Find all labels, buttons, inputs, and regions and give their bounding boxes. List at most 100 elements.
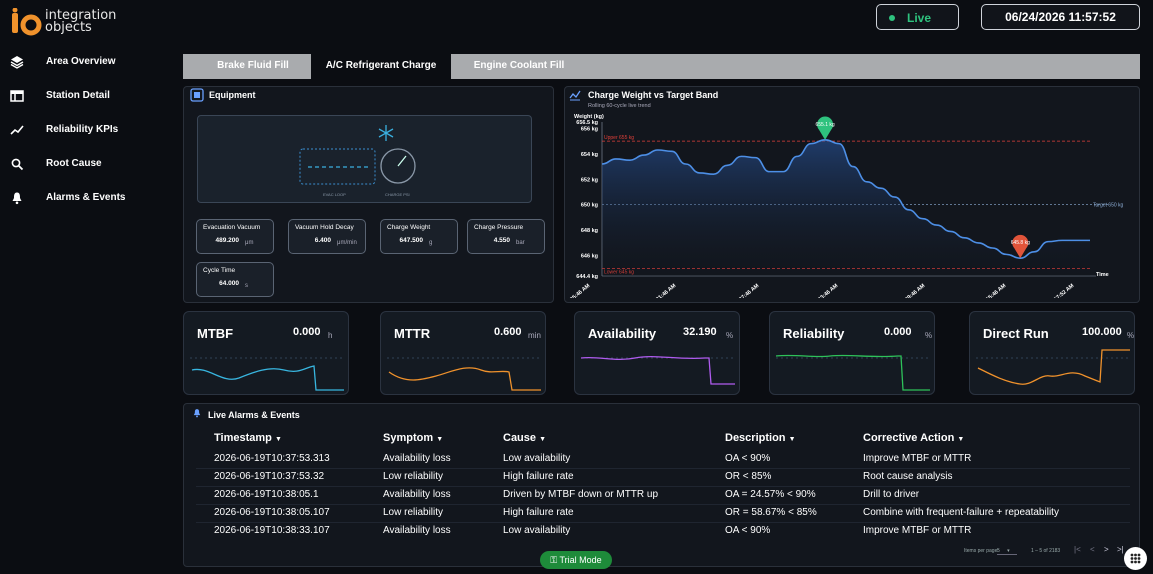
evac-loop-label: EVAC LOOP xyxy=(323,192,346,197)
chart-trend-icon xyxy=(569,90,581,101)
metric-cycle-time: Cycle Time 64.000 s xyxy=(196,262,274,297)
equipment-icon xyxy=(190,88,204,102)
kpi-value: 0.600 xyxy=(494,326,522,338)
table-cell: Availability loss xyxy=(383,525,451,536)
row-divider xyxy=(196,522,1130,523)
table-cell: OA = 24.57% < 90% xyxy=(725,489,816,500)
kpi-card-direct-run: Direct Run 100.000% xyxy=(969,311,1135,395)
kpi-value: 0.000 xyxy=(884,326,912,338)
kpi-unit: min xyxy=(528,331,541,340)
alarms-panel xyxy=(183,403,1140,567)
kpi-value: 0.000 xyxy=(293,326,321,338)
kpi-trend-line xyxy=(191,365,344,391)
y-tick-label: 644.4 kg xyxy=(576,274,598,280)
first-page-button[interactable]: |< xyxy=(1074,545,1081,554)
apps-grid-button[interactable] xyxy=(1124,547,1147,570)
table-cell: Drill to driver xyxy=(863,489,920,500)
chart-subtitle: Rolling 60-cycle live trend xyxy=(588,103,651,109)
alarms-title: Live Alarms & Events xyxy=(208,410,300,420)
metric-charge-weight: Charge Weight 647.500 g xyxy=(380,219,458,254)
sidebar-item-reliability-kpis[interactable]: Reliability KPIs xyxy=(0,118,170,144)
trend-icon xyxy=(10,125,24,135)
table-cell: 2026-06-19T10:38:05.107 xyxy=(214,507,330,518)
kpi-title: Reliability xyxy=(783,326,845,341)
table-cell: 2026-06-19T10:38:33.107 xyxy=(214,525,330,536)
table-cell: Low reliability xyxy=(383,471,444,482)
sidebar-item-label: Station Detail xyxy=(46,90,110,101)
sidebar-item-label: Area Overview xyxy=(46,56,116,67)
x-tick-label: 11:25:46 AM xyxy=(564,283,592,298)
row-divider xyxy=(196,486,1130,487)
sidebar-item-area-overview[interactable]: Area Overview xyxy=(0,50,170,76)
tab-ac-refrigerant-charge[interactable]: A/C Refrigerant Charge xyxy=(311,54,451,79)
sort-arrow-icon: ▼ xyxy=(539,436,547,443)
table-cell: High failure rate xyxy=(503,471,574,482)
y-tick-label: 656 kg xyxy=(581,126,598,132)
kpi-title: Availability xyxy=(588,326,657,341)
metric-unit: g xyxy=(429,240,433,246)
metric-label: Evacuation Vacuum xyxy=(203,224,261,231)
column-header-description[interactable]: Description ▼ xyxy=(725,432,796,444)
upper-limit-label: Upper 655 kg xyxy=(604,135,634,141)
column-header-symptom[interactable]: Symptom ▼ xyxy=(383,432,444,444)
live-dot-icon xyxy=(889,15,895,21)
y-tick-label: 650 kg xyxy=(581,203,598,209)
table-cell: OR = 58.67% < 85% xyxy=(725,507,817,518)
kpi-trend-line xyxy=(775,354,930,391)
row-divider xyxy=(196,468,1130,469)
sort-arrow-icon: ▼ xyxy=(274,436,282,443)
table-cell: Root cause analysis xyxy=(863,471,953,482)
sidebar-item-alarms-events[interactable]: Alarms & Events xyxy=(0,186,170,212)
live-label: Live xyxy=(907,11,932,25)
last-page-button[interactable]: >| xyxy=(1117,545,1124,554)
x-axis-label: Time xyxy=(1096,272,1109,278)
table-cell: Availability loss xyxy=(383,489,451,500)
brand-logo: integration objects xyxy=(12,7,127,38)
table-cell: 2026-06-19T10:37:53.32 xyxy=(214,471,325,482)
trial-mode-badge[interactable]: ⚿ Trial Mode xyxy=(540,551,612,569)
sidebar-item-label: Reliability KPIs xyxy=(46,124,119,135)
kpi-sparkline xyxy=(976,349,1130,385)
metric-vacuum-hold-decay: Vacuum Hold Decay 6.400 μm/min xyxy=(288,219,366,254)
logo-line1: integration xyxy=(45,8,117,23)
items-per-page-select[interactable]: 5 ▾ xyxy=(997,548,1017,555)
metric-unit: μm xyxy=(245,240,254,246)
kpi-sparkline xyxy=(387,357,541,391)
sidebar-item-root-cause[interactable]: Root Cause xyxy=(0,152,170,178)
kpi-card-reliability: Reliability 0.000% xyxy=(769,311,935,395)
y-tick-label: 652 kg xyxy=(581,177,598,183)
metric-label: Charge Pressure xyxy=(474,224,524,231)
target-label: Target 650 kg xyxy=(1093,203,1124,209)
grid-icon xyxy=(1130,553,1141,564)
column-header-corrective-action[interactable]: Corrective Action ▼ xyxy=(863,432,965,444)
tab-engine-coolant-fill[interactable]: Engine Coolant Fill xyxy=(451,54,587,79)
metric-label: Vacuum Hold Decay xyxy=(295,224,354,231)
kpi-value: 100.000 xyxy=(1082,326,1122,338)
sidebar-item-station-detail[interactable]: Station Detail xyxy=(0,84,170,110)
datetime-display: 06/24/2026 11:57:52 xyxy=(981,4,1140,30)
logo-line2: objects xyxy=(45,20,92,35)
series-area xyxy=(602,139,1090,276)
column-header-timestamp[interactable]: Timestamp ▼ xyxy=(214,432,282,444)
y-tick-label: 654 kg xyxy=(581,152,598,158)
row-divider xyxy=(196,504,1130,505)
x-tick-label: 11:31:46 AM xyxy=(649,283,677,298)
live-status-indicator[interactable]: Live xyxy=(876,4,959,30)
min-marker xyxy=(1012,234,1029,259)
x-tick-label: 11:49:46 AM xyxy=(898,283,926,298)
sidebar-item-label: Alarms & Events xyxy=(46,192,126,203)
next-page-button[interactable]: > xyxy=(1104,545,1109,554)
table-cell: OR < 85% xyxy=(725,471,772,482)
kpi-title: MTBF xyxy=(197,326,234,341)
sort-arrow-icon: ▼ xyxy=(788,436,796,443)
kpi-unit: % xyxy=(1127,331,1135,340)
tab-brake-fluid-fill[interactable]: Brake Fluid Fill xyxy=(183,54,323,79)
sort-arrow-icon: ▼ xyxy=(436,436,444,443)
metric-value: 6.400 xyxy=(314,237,331,244)
prev-page-button[interactable]: < xyxy=(1090,545,1095,554)
kpi-card-mttr: MTTR 0.600 min xyxy=(380,311,546,395)
kpi-sparkline xyxy=(775,354,930,391)
x-tick-label: 11:57:52 AM xyxy=(1047,283,1075,298)
column-header-cause[interactable]: Cause ▼ xyxy=(503,432,547,444)
